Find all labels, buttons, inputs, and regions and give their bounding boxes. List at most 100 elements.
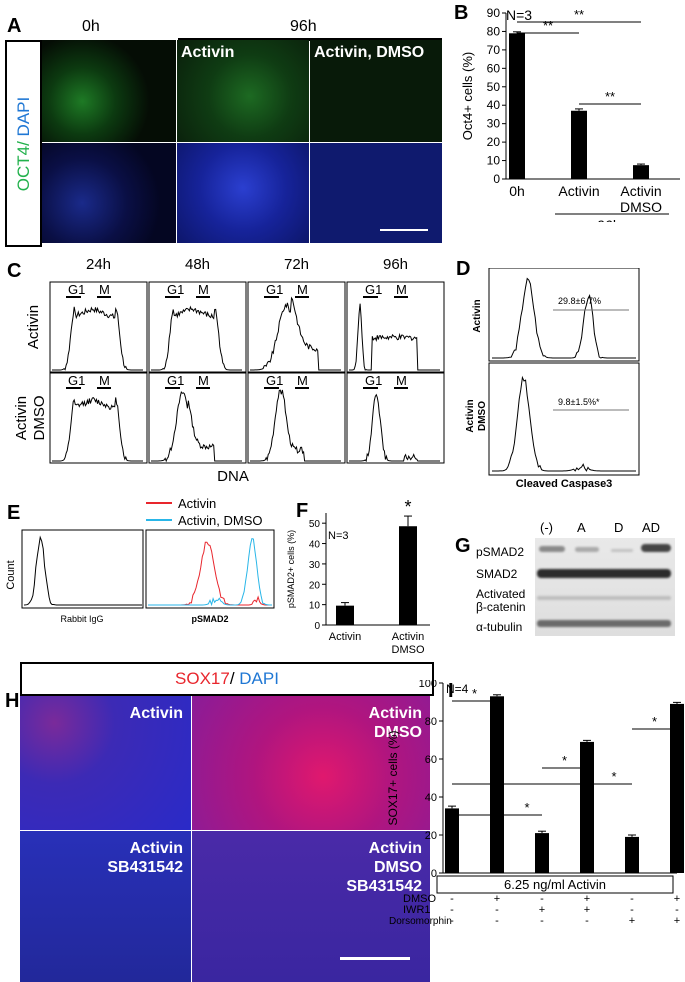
significance-mark: * <box>404 497 411 517</box>
significance-mark: * <box>472 686 477 701</box>
blot-row-label: SMAD2 <box>476 567 518 581</box>
scale-bar <box>380 229 428 231</box>
blot-row-label: β-catenin <box>476 600 526 614</box>
treatment-row-label: Dorsomorphin <box>389 916 452 927</box>
time-96h: 96h <box>290 18 317 35</box>
histogram-trace <box>250 389 341 462</box>
bar <box>445 808 459 873</box>
treatment-mark: + <box>494 893 500 905</box>
y-tick-label: 70 <box>487 43 501 57</box>
micro-h-activin-dmso: Activin DMSO <box>192 696 430 830</box>
y-tick-label: 80 <box>487 24 501 38</box>
x-category-label: DMSO <box>392 644 425 655</box>
panel-label-h: H <box>5 690 20 712</box>
treatment-mark: - <box>450 904 454 916</box>
histogram-trace-dmso <box>148 537 272 607</box>
sox17-label: SOX17 <box>175 669 230 688</box>
g1-gate-label: G1 <box>365 282 382 297</box>
treatment-mark: - <box>585 915 589 927</box>
g1-gate-label: G1 <box>266 282 283 297</box>
row-label: Activin <box>13 396 30 440</box>
treatment-mark: + <box>674 915 680 927</box>
time-label: 24h <box>86 256 111 273</box>
y-tick-label: 0 <box>431 868 437 880</box>
panel-label-e: E <box>7 502 21 524</box>
dapi-label: DAPI <box>239 669 279 688</box>
chart-b-group: 0 10 20 30 40 50 60 70 80 90 Oct4+ cells (%) N=3 ** *… <box>460 6 680 222</box>
treatment-mark: + <box>674 893 680 905</box>
band <box>537 620 671 627</box>
y-tick-label: 0 <box>314 621 320 632</box>
bar <box>509 33 525 180</box>
bar <box>336 605 354 625</box>
m-gate-label: M <box>99 282 110 297</box>
x-axis-label: Cleaved Caspase3 <box>516 478 613 490</box>
m-gate-label: M <box>396 373 407 388</box>
y-tick-label: 100 <box>419 680 437 690</box>
time-label: 96h <box>383 256 408 273</box>
y-tick-label: 30 <box>487 117 501 131</box>
m-gate-label: M <box>99 373 110 388</box>
histogram-trace <box>349 393 440 463</box>
histogram-trace <box>151 391 242 463</box>
y-axis-label: Count <box>5 560 17 589</box>
histogram-trace <box>52 397 143 462</box>
scale-bar <box>340 957 410 960</box>
y-tick-label: 0 <box>493 172 500 186</box>
blot-row-label: α-tubulin <box>476 620 523 634</box>
histogram-trace <box>250 296 341 371</box>
g1-gate-label: G1 <box>68 282 85 297</box>
significance-mark: ** <box>574 7 584 22</box>
row-label: Activin <box>465 399 476 432</box>
x-axis-label: pSMAD2 <box>191 614 228 624</box>
blot-membrane <box>535 538 675 636</box>
histogram-trace <box>492 375 636 472</box>
panel-label-g: G <box>455 535 471 557</box>
gate-percent: 9.8±1.5%* <box>558 397 600 407</box>
bar <box>535 833 549 873</box>
flow-box <box>145 529 275 609</box>
treat-activin-label: Activin <box>181 44 235 61</box>
y-tick-label: 20 <box>425 830 437 842</box>
treatment-row-label: DMSO <box>403 893 436 905</box>
y-tick-label: 80 <box>425 716 437 728</box>
band <box>539 546 565 552</box>
y-tick-label: 10 <box>487 154 501 168</box>
treatment-mark: - <box>675 904 679 916</box>
activin-box-label: 6.25 ng/ml Activin <box>504 877 606 892</box>
significance-mark: ** <box>543 18 553 33</box>
bar <box>670 703 684 873</box>
chart-b: 0 10 20 30 40 50 60 70 80 90 Oct4+ cells (%) N=3 ** *… <box>460 6 680 222</box>
bar <box>399 526 417 625</box>
band <box>611 549 633 552</box>
stain-header-h: SOX17/ DAPI <box>20 662 434 696</box>
micro-a-dmso-oct4: Activin, DMSO <box>310 40 442 142</box>
band <box>537 569 671 578</box>
flow-box <box>488 268 640 362</box>
micro-a-0h-dapi <box>42 143 176 243</box>
g1-gate-label: G1 <box>68 373 85 388</box>
micro-a-0h-oct4 <box>42 40 176 142</box>
treatment-mark: + <box>584 904 590 916</box>
panel-label-b: B <box>454 2 469 24</box>
treatment-mark: - <box>630 893 634 905</box>
significance-mark: * <box>652 714 657 729</box>
bar <box>580 741 594 873</box>
blot-row-label: pSMAD2 <box>476 545 525 559</box>
n-annotation: N=3 <box>328 530 349 542</box>
treatment-mark: - <box>540 893 544 905</box>
significance-mark: * <box>562 753 567 768</box>
micro-h-activin-sb: Activin SB431542 <box>20 831 191 982</box>
lane-label: A <box>577 520 586 535</box>
treatment-mark: - <box>450 893 454 905</box>
chart-f-group: 0 10 20 30 40 50 pSMAD2+ cells (%) N=3 * Activin A… <box>286 497 430 655</box>
dapi-label: DAPI <box>13 96 33 136</box>
n-annotation: N=3 <box>506 7 532 23</box>
time-label: 48h <box>185 256 210 273</box>
row-label: DMSO <box>477 401 488 431</box>
stain-label: OCT4/ DAPI <box>13 96 33 191</box>
y-tick-label: 50 <box>309 519 321 530</box>
gate-percent: 29.8±6.7% <box>558 296 601 306</box>
significance-mark: * <box>524 800 529 815</box>
